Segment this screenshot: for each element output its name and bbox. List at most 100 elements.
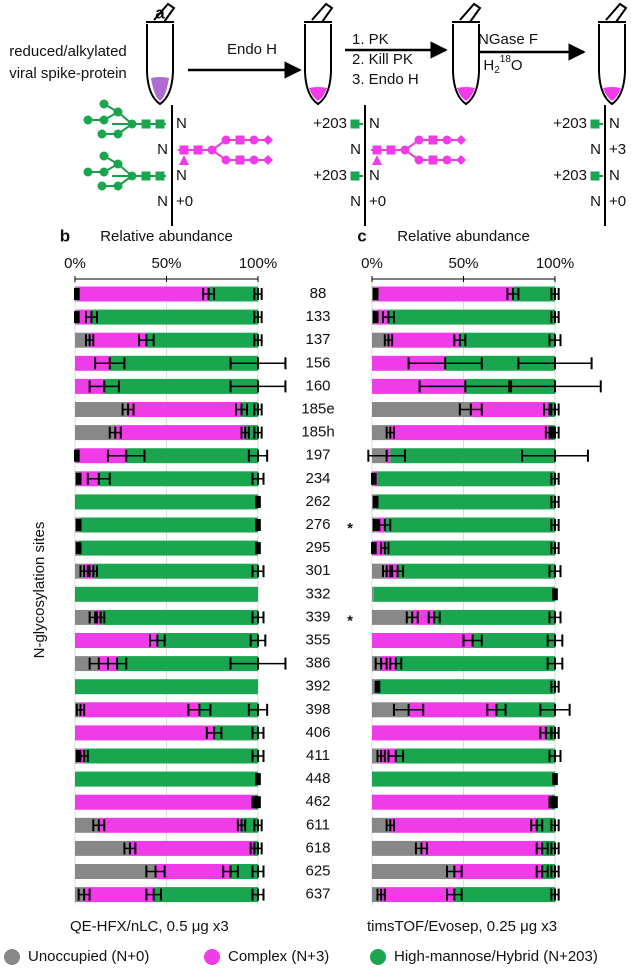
tube xyxy=(452,24,480,106)
bar-segment xyxy=(454,887,555,903)
error-bar xyxy=(74,449,80,462)
bar-segment xyxy=(75,402,129,417)
category-label: 276 xyxy=(305,516,330,533)
glycan-hexose xyxy=(249,155,259,165)
glycan-hexose xyxy=(414,155,424,165)
category-label: 355 xyxy=(305,631,330,648)
error-bar xyxy=(392,703,425,716)
category-label: 411 xyxy=(306,747,330,764)
mass-tag: +0 xyxy=(609,193,626,210)
bar-segment xyxy=(421,840,543,856)
bar-segment xyxy=(397,563,555,579)
tube-cap xyxy=(598,2,628,23)
error-bar xyxy=(405,611,419,624)
bar-segment xyxy=(153,887,258,903)
category-label: 88 xyxy=(310,285,327,302)
step-text: 3. Endo H xyxy=(352,71,419,88)
glycan-hexose xyxy=(99,99,109,109)
glycan-hexose xyxy=(221,155,231,165)
x-tick-label: 100% xyxy=(536,255,574,272)
error-bar xyxy=(77,888,91,901)
error-bar xyxy=(372,519,379,531)
bar-segment xyxy=(117,656,258,672)
error-bar xyxy=(108,426,122,439)
category-label: 618 xyxy=(305,839,330,856)
error-bar xyxy=(550,680,560,693)
error-bar xyxy=(84,334,95,347)
error-bar xyxy=(535,865,549,878)
bar-segment xyxy=(375,286,513,302)
bar-segment xyxy=(472,633,555,648)
category-label: 637 xyxy=(305,886,330,903)
bar-segment xyxy=(126,448,259,464)
bar-segment xyxy=(93,563,258,579)
solvent-part: H xyxy=(483,57,494,74)
error-bar xyxy=(539,703,571,716)
error-bar xyxy=(371,472,377,485)
error-bar xyxy=(372,288,379,300)
chart-note: timsTOF/Evosep, 0.25 μg x3 xyxy=(367,918,557,935)
error-bar xyxy=(550,311,560,324)
glycan-sialic xyxy=(456,155,466,165)
error-bar xyxy=(74,288,80,300)
category-label: 133 xyxy=(305,308,330,325)
mass-tag: +203 xyxy=(553,167,587,184)
error-bar xyxy=(374,657,388,670)
error-bar xyxy=(367,449,406,462)
bar-segment xyxy=(128,402,242,417)
bar-segment xyxy=(75,494,258,510)
error-bar xyxy=(84,311,98,324)
error-bar xyxy=(251,565,265,578)
category-label: 406 xyxy=(305,724,330,741)
category-label: 185h xyxy=(301,424,334,441)
tube-liquid xyxy=(457,87,475,101)
error-bar xyxy=(380,542,390,555)
glycan-hexose xyxy=(83,167,93,177)
bar-segment xyxy=(75,586,258,602)
bar-segment xyxy=(91,309,258,325)
site-letter: N xyxy=(369,167,380,184)
tube-liquid xyxy=(309,87,327,101)
glycan-hexnac xyxy=(350,119,360,129)
legend-label: Unoccupied (N+0) xyxy=(28,948,149,965)
bar-segment xyxy=(214,725,258,741)
bar-segment xyxy=(78,540,258,556)
error-bar xyxy=(550,519,560,531)
step-text: Endo H xyxy=(227,41,277,58)
bar-segment xyxy=(76,286,209,302)
bar-segment xyxy=(434,609,555,625)
error-bar xyxy=(550,819,560,832)
bar-segment xyxy=(381,887,455,903)
error-bar xyxy=(255,773,261,786)
bar-segment xyxy=(75,725,215,741)
glycan-hexnac xyxy=(428,135,438,145)
bar-segment xyxy=(445,355,555,371)
category-label: 611 xyxy=(306,816,330,833)
error-bar xyxy=(251,865,265,878)
bar-segment xyxy=(76,448,127,464)
solvent-part: 18 xyxy=(500,54,512,65)
error-bar xyxy=(75,542,82,555)
legend-label: High-mannose/Hybrid (N+203) xyxy=(394,948,598,965)
bar-segment xyxy=(100,609,259,625)
glycan-hexose xyxy=(442,135,452,145)
glycan-hexose xyxy=(249,135,259,145)
bar-segment xyxy=(75,771,258,787)
glycan-fucose xyxy=(372,155,382,165)
error-bar xyxy=(106,449,146,462)
glycan-sialic xyxy=(263,155,273,165)
error-bar xyxy=(253,311,263,324)
legend-swatch xyxy=(204,949,220,965)
bar-segment xyxy=(454,864,543,879)
error-bar xyxy=(414,842,428,855)
bar-segment xyxy=(373,586,555,602)
error-bar xyxy=(75,703,86,716)
error-bar xyxy=(94,357,126,370)
category-label: 156 xyxy=(305,354,330,371)
x-tick-label: 100% xyxy=(239,255,277,272)
error-bar xyxy=(550,472,560,485)
error-bar xyxy=(552,588,558,601)
error-bar xyxy=(88,380,120,393)
glycan-hexnac xyxy=(590,171,600,181)
bar-segment xyxy=(388,309,555,325)
